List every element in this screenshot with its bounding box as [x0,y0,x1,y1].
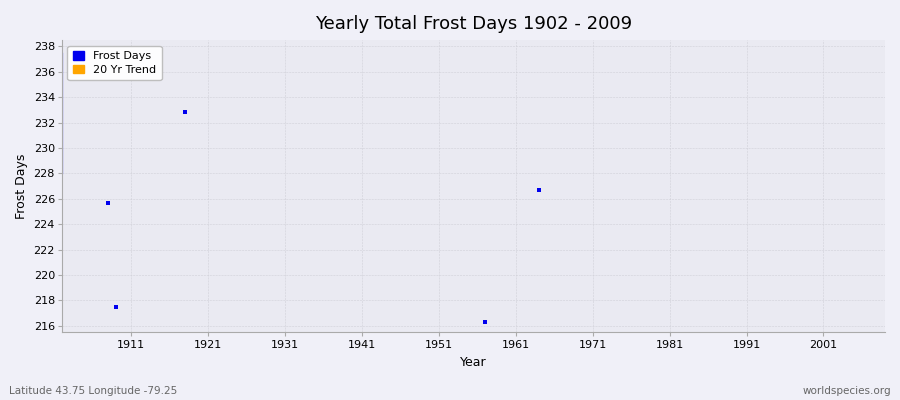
Point [109,304,123,310]
Legend: Frost Days, 20 Yr Trend: Frost Days, 20 Yr Trend [68,46,162,80]
Point [101,200,115,206]
Point [532,187,546,193]
Text: Latitude 43.75 Longitude -79.25: Latitude 43.75 Longitude -79.25 [9,386,177,396]
Text: worldspecies.org: worldspecies.org [803,386,891,396]
X-axis label: Year: Year [460,356,487,369]
Point [478,319,492,325]
Y-axis label: Frost Days: Frost Days [15,154,28,219]
Point [178,109,193,116]
Title: Yearly Total Frost Days 1902 - 2009: Yearly Total Frost Days 1902 - 2009 [315,15,632,33]
